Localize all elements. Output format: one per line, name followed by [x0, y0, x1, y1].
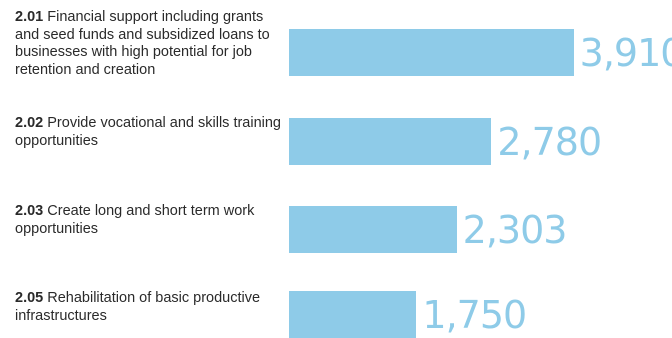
category-code: 2.05: [15, 290, 44, 306]
category-text: Financial support including grants and s…: [15, 9, 270, 78]
data-label: 3,910: [579, 30, 672, 75]
bar: [289, 206, 457, 253]
bar: [289, 29, 574, 76]
category-text: Create long and short term work opportun…: [15, 203, 255, 237]
bar: [289, 291, 417, 338]
category-label: 2.01 Financial support including grants …: [15, 9, 285, 79]
category-code: 2.02: [15, 115, 44, 131]
bar: [289, 118, 492, 165]
category-text: Provide vocational and skills training o…: [15, 115, 281, 149]
category-label: 2.02 Provide vocational and skills train…: [15, 115, 285, 150]
category-label: 2.05 Rehabilitation of basic productive …: [15, 290, 285, 325]
data-label: 2,780: [497, 119, 602, 164]
data-label: 2,303: [462, 207, 568, 252]
category-code: 2.03: [15, 203, 44, 219]
category-text: Rehabilitation of basic productive infra…: [15, 290, 261, 324]
data-label: 1,750: [422, 292, 527, 337]
category-label: 2.03 Create long and short term work opp…: [15, 203, 285, 238]
category-code: 2.01: [15, 9, 44, 25]
